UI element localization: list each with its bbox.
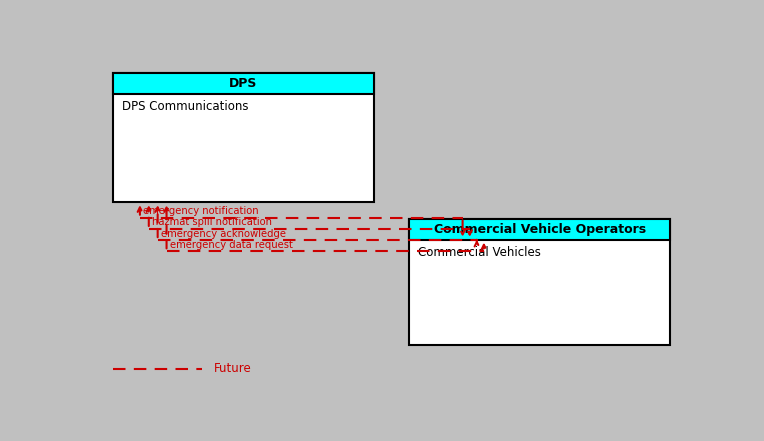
Text: emergency notification: emergency notification xyxy=(143,206,258,216)
Bar xyxy=(410,219,670,240)
Text: emergency acknowledge: emergency acknowledge xyxy=(160,229,286,239)
Bar xyxy=(113,73,374,202)
Text: hazmat spill notification: hazmat spill notification xyxy=(152,217,272,228)
Text: DPS Communications: DPS Communications xyxy=(122,100,248,113)
Bar xyxy=(410,219,670,345)
Bar xyxy=(113,73,374,93)
Text: emergency data request: emergency data request xyxy=(170,240,293,250)
Text: Commercial Vehicle Operators: Commercial Vehicle Operators xyxy=(433,223,646,236)
Text: DPS: DPS xyxy=(229,77,257,90)
Text: Future: Future xyxy=(214,362,251,375)
Text: Commercial Vehicles: Commercial Vehicles xyxy=(418,246,541,259)
